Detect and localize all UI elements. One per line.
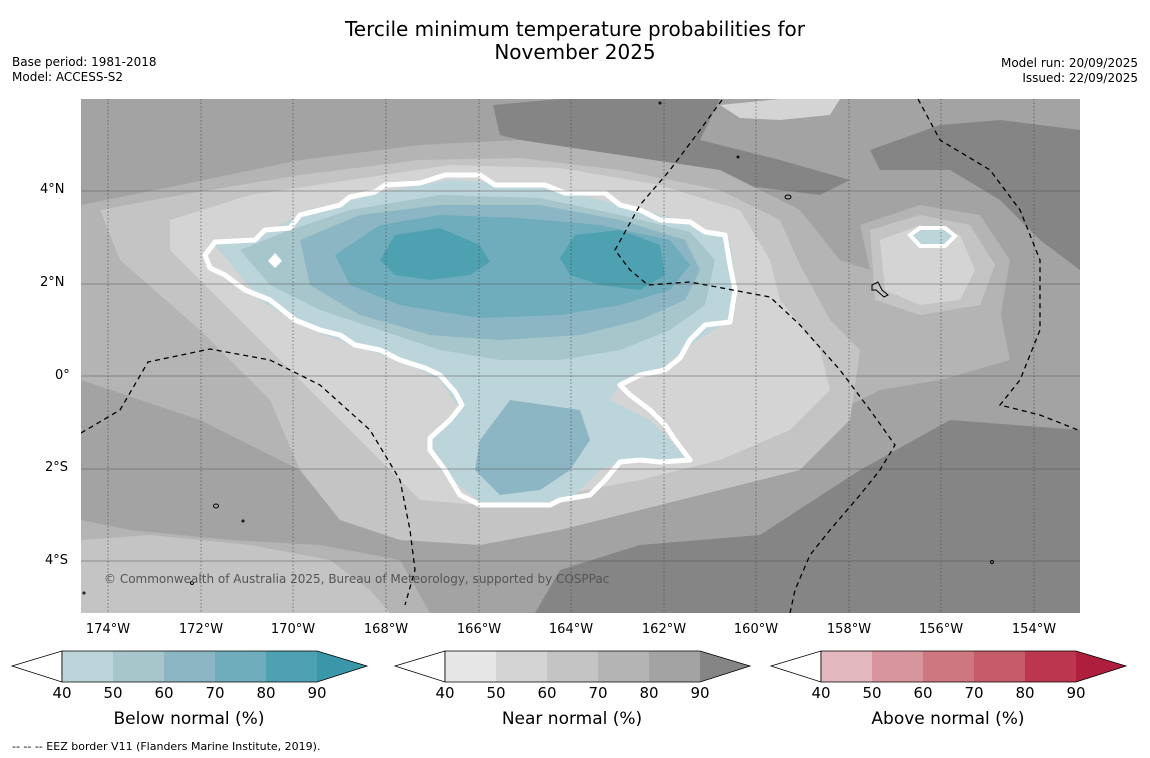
colorbar-near-normal xyxy=(393,650,752,683)
colorbar-below-tick: 50 xyxy=(103,684,123,702)
lat-label-2s: 2°S xyxy=(45,460,69,475)
colorbar-above-tick: 90 xyxy=(1066,684,1086,702)
colorbar-near-swatch-80 xyxy=(649,651,700,682)
eez-borders xyxy=(81,99,1079,613)
colorbar-above-swatch-60 xyxy=(923,651,974,682)
below-normal-60-south xyxy=(475,400,590,495)
near-normal-60-southwest xyxy=(81,535,390,613)
lon-label-172w: 172°W xyxy=(178,622,224,637)
colorbar-above-swatch-50 xyxy=(872,651,923,682)
near-normal-90-north xyxy=(493,99,850,195)
colorbar-near-tick: 80 xyxy=(639,684,659,702)
near-normal-90-southeast xyxy=(535,420,1080,613)
model-info: Base period: 1981-2018 Model: ACCESS-S2 xyxy=(12,55,157,85)
colorbar-above-normal xyxy=(769,650,1128,683)
run-info: Model run: 20/09/2025 Issued: 22/09/2025 xyxy=(1001,56,1138,86)
colorbar-above-tick: 70 xyxy=(964,684,984,702)
lat-label-equator: 0° xyxy=(55,368,70,383)
colorbar-above-tick: 40 xyxy=(811,684,831,702)
colorbar-near-upper-arrow xyxy=(700,651,750,682)
colorbar-above-swatch-70 xyxy=(974,651,1025,682)
colorbar-below-upper-arrow xyxy=(317,651,367,682)
near-normal-50-north xyxy=(720,99,840,120)
colorbar-below-swatch-60 xyxy=(164,651,215,682)
lon-label-154w: 154°W xyxy=(1011,622,1057,637)
model-run-label: Model run: 20/09/2025 xyxy=(1000,56,1138,70)
colorbar-above-tick: 80 xyxy=(1015,684,1035,702)
colorbar-below-swatch-80 xyxy=(266,651,317,682)
colorbar-near-tick: 70 xyxy=(588,684,608,702)
colorbar-near-swatch-40 xyxy=(445,651,496,682)
below-normal-80-east xyxy=(560,230,665,290)
below-normal-40-contour xyxy=(202,172,738,508)
colorbar-near-tick: 50 xyxy=(486,684,506,702)
eez-footnote: -- -- -- EEZ border V11 (Flanders Marine… xyxy=(12,740,321,753)
near-normal-90-northeast xyxy=(870,120,1080,270)
colorbar-below-tick: 40 xyxy=(52,684,72,702)
colorbar-near-swatch-70 xyxy=(598,651,649,682)
model-label: Model: ACCESS-S2 xyxy=(12,70,124,84)
colorbar-near-swatch-60 xyxy=(547,651,598,682)
colorbar-below-swatch-50 xyxy=(113,651,164,682)
colorbar-below-swatch-70 xyxy=(215,651,266,682)
map-title-line-2: November 2025 xyxy=(494,40,656,64)
lon-label-160w: 160°W xyxy=(733,622,779,637)
colorbar-below-lower-arrow xyxy=(10,650,63,683)
colorbar-near-lower-arrow xyxy=(393,650,446,683)
parallels xyxy=(81,190,1080,562)
meridians xyxy=(107,99,1035,613)
islands xyxy=(82,101,994,595)
lon-label-166w: 166°W xyxy=(456,622,502,637)
near-normal-50-east xyxy=(880,225,975,305)
colorbar-below-swatch-40 xyxy=(62,651,113,682)
issued-label: Issued: 22/09/2025 xyxy=(1022,71,1138,85)
colorbar-near-tick: 60 xyxy=(537,684,557,702)
copyright-notice: © Commonwealth of Australia 2025, Bureau… xyxy=(104,572,610,586)
below-normal-80-west xyxy=(380,228,490,280)
lat-label-4n: 4°N xyxy=(40,182,65,197)
colorbar-near-swatch-50 xyxy=(496,651,547,682)
lon-label-164w: 164°W xyxy=(548,622,594,637)
colorbar-below-normal xyxy=(10,650,369,683)
base-period-label: Base period: 1981-2018 xyxy=(12,55,157,69)
colorbar-below-title: Below normal (%) xyxy=(113,709,265,729)
colorbar-above-tick: 50 xyxy=(862,684,882,702)
colorbar-above-title: Above normal (%) xyxy=(871,709,1025,729)
colorbar-above-swatch-40 xyxy=(821,651,872,682)
lon-label-158w: 158°W xyxy=(826,622,872,637)
lon-label-174w: 174°W xyxy=(85,622,131,637)
colorbar-below-tick: 60 xyxy=(154,684,174,702)
colorbar-below-tick: 70 xyxy=(205,684,225,702)
lon-label-168w: 168°W xyxy=(363,622,409,637)
colorbar-above-tick: 60 xyxy=(913,684,933,702)
below-normal-40-contour-east xyxy=(906,226,958,248)
colorbar-below-tick: 90 xyxy=(307,684,327,702)
lon-label-156w: 156°W xyxy=(918,622,964,637)
colorbar-near-tick: 40 xyxy=(435,684,455,702)
lon-label-170w: 170°W xyxy=(270,622,316,637)
lon-label-162w: 162°W xyxy=(641,622,687,637)
colorbar-above-upper-arrow xyxy=(1076,651,1126,682)
colorbar-above-swatch-80 xyxy=(1025,651,1076,682)
lat-label-2n: 2°N xyxy=(40,275,65,290)
colorbar-near-title: Near normal (%) xyxy=(501,709,643,729)
colorbar-below-tick: 80 xyxy=(256,684,276,702)
below-normal-40-east xyxy=(910,230,955,245)
below-normal-40-islet xyxy=(268,253,282,268)
colorbar-near-tick: 90 xyxy=(690,684,710,702)
map-title-line-1: Tercile minimum temperature probabilitie… xyxy=(344,17,806,41)
map-title: Tercile minimum temperature probabilitie… xyxy=(0,18,1150,64)
lat-label-4s: 4°S xyxy=(45,553,69,568)
probability-field xyxy=(81,99,1080,613)
colorbar-above-lower-arrow xyxy=(769,650,822,683)
